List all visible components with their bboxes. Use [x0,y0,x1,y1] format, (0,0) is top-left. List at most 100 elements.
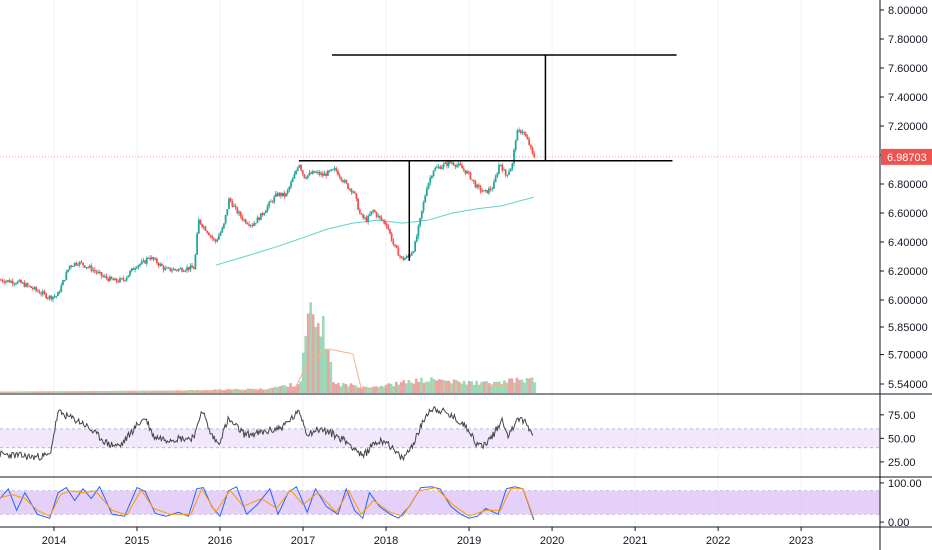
volume-bar [337,382,340,393]
candle-body [269,201,272,203]
candle-body [457,163,460,166]
candle-body [233,205,235,207]
candle-body [446,162,448,166]
volume-bar [447,380,451,393]
candle-body [238,211,240,214]
candle-body [174,268,177,270]
candle-body [533,153,536,158]
candle-body [333,168,336,170]
volume-bar [50,391,53,393]
candle-body [11,281,14,284]
candle-body [293,174,296,179]
candle-body [432,170,435,177]
volume-bar [339,386,343,393]
candle-body [179,268,182,270]
candle-body [410,252,413,256]
candle-body [430,176,433,178]
price-tick-label: 6.60000 [888,208,928,220]
candle-body [466,171,469,174]
volume-bar [249,388,252,393]
rsi-tick-label: 25.00 [888,457,916,469]
candle-body [493,181,495,189]
candle-body [518,130,520,132]
candle-body [300,164,302,171]
candle-body [30,286,32,289]
candle-body [506,174,509,176]
volume-bar [488,383,491,393]
volume-bar [530,377,534,393]
candle-body [28,285,31,287]
volume-bar [128,391,131,393]
stoch-d-line [0,487,535,519]
volume-bar [289,383,292,393]
candle-body [229,198,232,202]
candle-body [377,215,380,217]
stoch-band [0,490,880,515]
candle-body [509,168,512,172]
candle-body [15,283,17,285]
candle-body [268,201,271,207]
volume-bar [32,391,36,393]
candle-body [155,258,158,264]
candle-body [62,280,64,286]
candle-body [239,211,242,217]
volume-bar [327,349,330,393]
candle-body [528,139,531,145]
candle-body [477,184,480,187]
volume-bar [228,389,232,393]
volume-bar [80,391,84,393]
candle-body [169,267,172,271]
candle-body [212,238,215,240]
time-axis[interactable]: 2014 2015 2016 2017 2018 2019 2020 2021 2022 2023 [42,527,814,547]
volume-bar [65,392,69,393]
price-tick-label: 6.40000 [888,237,928,249]
volume-bar [523,382,526,393]
volume-bar [181,390,184,393]
candle-body [216,239,219,242]
volume-bar [347,386,350,393]
candle-body [192,267,195,270]
trend-drawings[interactable] [298,54,677,261]
volume-bar [437,379,441,393]
volume-bar [88,391,91,393]
volume-bar [118,391,121,393]
volume-bar [52,391,56,393]
price-tick-label: 7.60000 [888,63,928,75]
volume-bar [354,385,358,393]
candle-body [45,293,48,299]
candle-body [98,271,101,273]
candle-body [219,232,222,236]
candle-body [33,287,36,290]
volume-bar [173,390,177,393]
candle-body [102,276,105,278]
volume-bar [120,391,124,393]
candle-body [67,269,69,273]
volume-bar [7,392,11,393]
candle-body [93,269,96,272]
candle-body [327,170,329,176]
volume-bar [12,392,16,393]
candle-body [124,280,126,282]
volume-bar [498,381,501,393]
candle-body [189,265,192,270]
volume-bar [145,391,149,393]
candle-body [397,247,400,256]
candle-body [243,219,245,221]
candle-body [167,267,170,269]
volume-bar [477,385,481,393]
volume-bar [528,378,531,393]
volume-bar [108,391,111,393]
volume-bar [213,389,217,393]
candle-body [278,192,281,196]
stoch-tick-label: 0.00 [888,517,909,529]
candle-body [514,140,517,150]
volume-bar [176,390,179,393]
volume-bar [261,389,265,393]
candle-body [273,196,276,202]
candle-body [444,162,447,164]
volume-bar [93,391,96,393]
time-tick-label: 2015 [125,535,149,547]
candle-body [110,276,113,279]
price-axis[interactable]: 8.000007.800007.600007.400007.200007.000… [880,5,928,391]
